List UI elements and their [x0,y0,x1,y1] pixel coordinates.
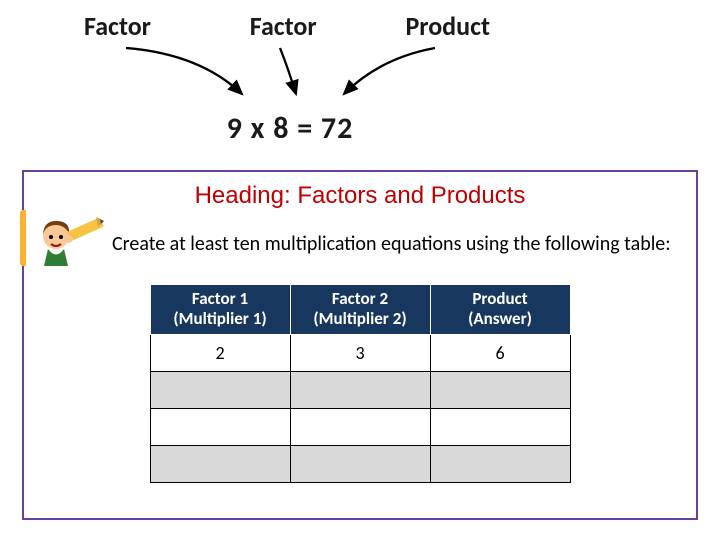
cell-product[interactable] [430,408,570,445]
arrows-svg [80,44,500,104]
cell-factor1[interactable]: 2 [150,334,290,371]
cell-product[interactable]: 6 [430,334,570,371]
instruction-text: Create at least ten multiplication equat… [112,232,671,256]
col-header-factor2: Factor 2(Multiplier 2) [290,285,430,335]
instruction-row: Create at least ten multiplication equat… [34,216,686,272]
cell-factor1[interactable] [150,371,290,408]
cell-factor1[interactable] [150,445,290,482]
panel-heading: Heading: Factors and Products [24,182,696,210]
equation-diagram: Factor Factor Product 9 x 8 = 72 [80,10,500,160]
table-row [150,408,570,445]
col-header-product: Product(Answer) [430,285,570,335]
table-header-row: Factor 1(Multiplier 1) Factor 2(Multipli… [150,285,570,335]
multiplication-table: Factor 1(Multiplier 1) Factor 2(Multipli… [150,284,571,483]
cell-factor1[interactable] [150,408,290,445]
col-header-factor1: Factor 1(Multiplier 1) [150,285,290,335]
kid-with-pencil-icon [34,216,104,272]
worksheet-panel: Heading: Factors and Products Create at … [22,170,698,520]
label-product: Product [405,10,490,42]
cell-product[interactable] [430,445,570,482]
cell-product[interactable] [430,371,570,408]
diagram-labels: Factor Factor Product [80,10,500,42]
table-row: 2 3 6 [150,334,570,371]
cell-factor2[interactable] [290,408,430,445]
label-factor-2: Factor [250,10,317,42]
label-factor-1: Factor [84,10,151,42]
table-row [150,371,570,408]
table-row [150,445,570,482]
cell-factor2[interactable] [290,371,430,408]
cell-factor2[interactable] [290,445,430,482]
orange-side-tab [20,210,26,266]
cell-factor2[interactable]: 3 [290,334,430,371]
equation-text: 9 x 8 = 72 [80,110,500,147]
